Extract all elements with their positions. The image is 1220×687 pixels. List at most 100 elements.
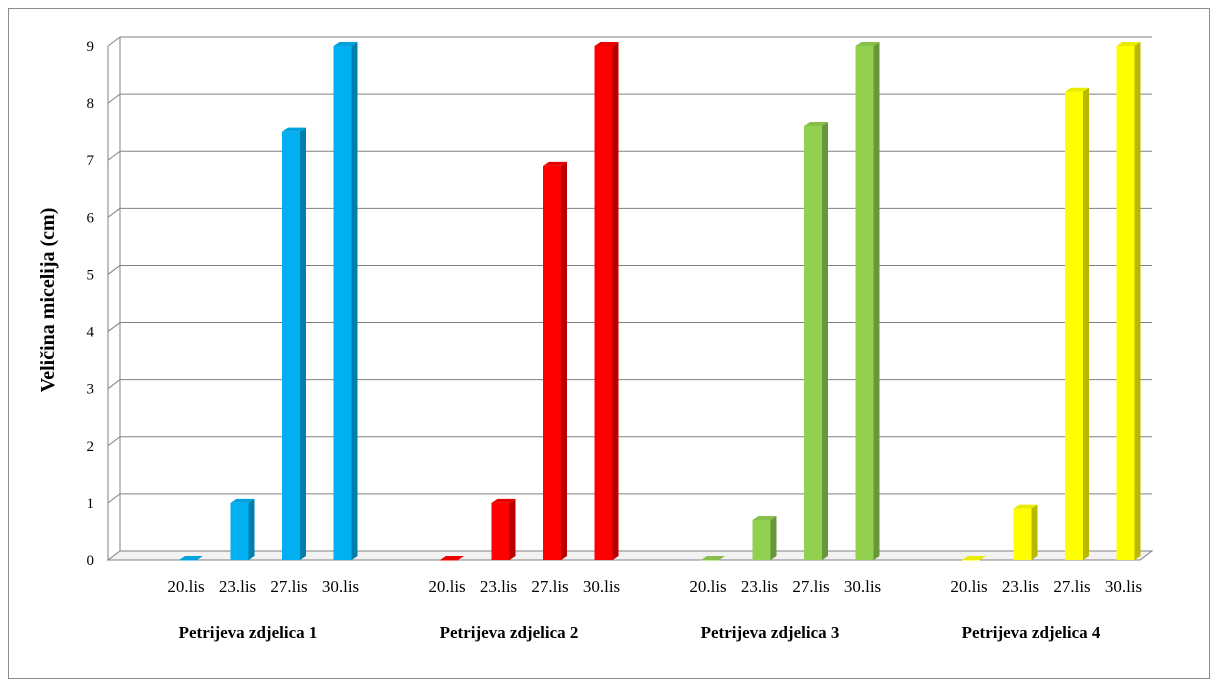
gridline-depth [107, 322, 121, 332]
bar-side [1134, 42, 1141, 560]
bar [962, 556, 986, 561]
y-tick-label: 6 [87, 210, 95, 226]
x-tick-label: 30.lis [322, 577, 359, 596]
y-axis-title: Veličina micelija (cm) [37, 208, 59, 393]
bar [333, 42, 358, 560]
bar-top [333, 42, 358, 46]
bar-front [230, 502, 249, 560]
bar [594, 42, 619, 560]
bar-top [855, 42, 880, 46]
bar-top [701, 556, 725, 560]
bar [855, 42, 880, 560]
bar [179, 556, 203, 561]
group-label: Petrijeva zdjelica 4 [962, 623, 1101, 642]
bar-front [543, 165, 561, 560]
x-tick-label: 27.lis [1053, 577, 1090, 596]
bar-top [282, 127, 306, 132]
gridline-depth [107, 207, 121, 218]
x-axis-labels: 20.lis 23.lis 27.lis 30.lis Petrijeva zdjeli… [167, 577, 1142, 642]
bar [804, 121, 828, 560]
x-tick-label: 27.lis [792, 577, 829, 596]
y-tick-label: 1 [87, 496, 95, 512]
bar [1065, 87, 1089, 560]
bar [230, 498, 255, 560]
gridline-depth [107, 379, 121, 390]
gridlines [106, 36, 1154, 561]
bar [282, 127, 306, 561]
x-tick-label: 23.lis [219, 577, 256, 596]
bar-side [873, 42, 880, 560]
bar [491, 498, 516, 560]
x-tick-label: 20.lis [950, 577, 987, 596]
y-tick-label: 5 [87, 267, 95, 283]
bar-side [1031, 504, 1038, 560]
bar [1116, 42, 1141, 560]
bar-side [612, 42, 619, 560]
x-tick-label: 30.lis [583, 577, 620, 596]
x-tick-label: 30.lis [844, 577, 881, 596]
bar-front [962, 560, 980, 561]
bar-top [543, 161, 567, 166]
bar-top [440, 556, 464, 560]
bar-top [1013, 504, 1038, 509]
y-tick-label: 4 [87, 325, 95, 341]
group-label: Petrijeva zdjelica 2 [440, 623, 579, 642]
bar-top [1065, 87, 1089, 92]
x-tick-label: 23.lis [1002, 577, 1039, 596]
x-tick-label: 23.lis [741, 577, 778, 596]
bar-top [491, 498, 516, 503]
gridline-depth [107, 436, 121, 447]
bar-front [282, 131, 300, 560]
bar-front [804, 125, 822, 560]
bar [752, 516, 777, 560]
bar-front [1065, 91, 1083, 560]
bar-top [804, 121, 828, 126]
y-tick-label: 0 [87, 553, 95, 569]
bar-top [230, 498, 255, 503]
bar-top [962, 556, 986, 560]
y-axis-ticks: 0 1 2 3 4 5 6 7 8 9 [87, 39, 95, 569]
gridline-depth [107, 265, 121, 275]
x-tick-label: 20.lis [428, 577, 465, 596]
bar-top [594, 42, 619, 46]
bar-front [440, 560, 458, 561]
bar-front [1116, 46, 1135, 560]
bar-top [179, 556, 203, 560]
gridline-depth [107, 36, 121, 47]
bar [543, 161, 567, 560]
bar [1013, 504, 1038, 560]
bar [701, 556, 725, 561]
bars [179, 42, 1141, 561]
gridline-depth [107, 493, 121, 504]
bar-front [701, 560, 719, 561]
bar-front [333, 46, 352, 560]
gridline-depth [107, 150, 121, 161]
bar-side [770, 516, 777, 560]
x-tick-label: 27.lis [270, 577, 307, 596]
bar-side [561, 161, 567, 560]
bar-side [509, 498, 516, 560]
chart-floor [106, 550, 1154, 561]
bar-front [1013, 508, 1032, 560]
y-tick-label: 9 [87, 39, 95, 55]
x-tick-label: 20.lis [689, 577, 726, 596]
bar-front [491, 502, 510, 560]
bar-top [1116, 42, 1141, 46]
bar-front [179, 560, 197, 561]
y-tick-label: 7 [87, 153, 95, 169]
y-tick-label: 3 [87, 382, 95, 398]
bar-side [248, 498, 255, 560]
bar-top [752, 516, 777, 521]
x-tick-label: 27.lis [531, 577, 568, 596]
x-tick-label: 30.lis [1105, 577, 1142, 596]
bar-front [594, 46, 613, 560]
x-tick-label: 23.lis [480, 577, 517, 596]
bar-side [300, 127, 306, 561]
bar-side [822, 121, 828, 560]
bar-side [1083, 87, 1089, 560]
y-tick-label: 8 [87, 96, 95, 112]
group-label: Petrijeva zdjelica 1 [179, 623, 318, 642]
gridline-depth [107, 93, 121, 104]
x-tick-label: 20.lis [167, 577, 204, 596]
